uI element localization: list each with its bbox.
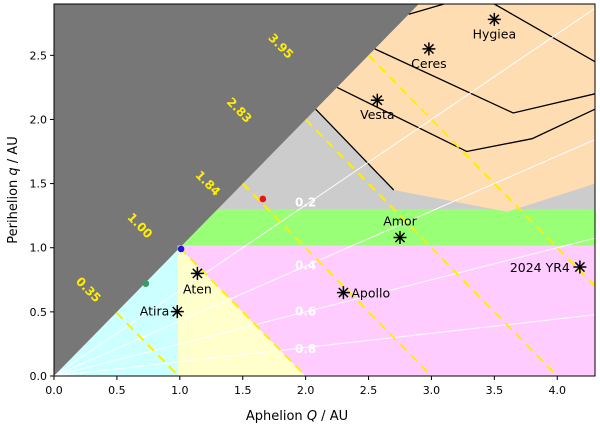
planet-dot-mars xyxy=(259,195,267,203)
belt-inner-boundary xyxy=(315,108,395,191)
eccentricity-label-3: 0.8 xyxy=(295,342,316,356)
eccentricity-label-0: 0.2 xyxy=(295,196,316,210)
y-tick-label-2: 1.0 xyxy=(30,242,48,255)
y-tick-label-0: 0.0 xyxy=(30,370,48,383)
marker-stroke xyxy=(574,261,586,273)
y-tick-label-3: 1.5 xyxy=(30,178,48,191)
marker-2024-yr4 xyxy=(573,260,587,274)
marker-vesta xyxy=(370,93,384,107)
x-tick-label-0: 0.0 xyxy=(45,384,63,397)
x-tick-label-3: 1.5 xyxy=(234,384,252,397)
apollo-region xyxy=(177,245,595,376)
y-tick-label-1: 0.5 xyxy=(30,306,48,319)
planet-dot-mercury xyxy=(142,280,150,287)
marker-hygiea xyxy=(487,12,501,26)
eccentricity-label-2: 0.6 xyxy=(295,305,316,319)
label-apollo: Apollo xyxy=(351,286,390,301)
plot-area xyxy=(54,4,595,376)
eccentricity-label-1: 0.4 xyxy=(295,259,316,273)
x-tick-label-6: 3.0 xyxy=(423,384,441,397)
marker-stroke xyxy=(489,14,500,25)
x-tick-label-5: 2.5 xyxy=(360,384,378,397)
belt-gap-upper-b xyxy=(493,4,595,63)
axes: 0.0 0.5 1.0 1.5 2.0 2.5 3.0 3.5 4.0 0.0 0.5 1.0 1.5 2… xyxy=(30,49,567,397)
label-hygiea: Hygiea xyxy=(473,26,517,41)
label-aten: Aten xyxy=(183,281,212,296)
x-tick-label-8: 4.0 xyxy=(549,384,567,397)
label-amor: Amor xyxy=(383,213,417,228)
x-tick-label-2: 1.0 xyxy=(171,384,189,397)
marker-atira xyxy=(170,305,184,319)
marker-stroke xyxy=(172,306,183,317)
eccentricity-line-0 xyxy=(54,7,595,376)
label-ceres: Ceres xyxy=(411,56,447,71)
eccentricity-line-3 xyxy=(54,314,595,376)
planet-dot-earth xyxy=(177,245,185,253)
chart-overlay: 0.351.001.842.833.950.20.40.60.8AtiraAte… xyxy=(73,12,587,356)
x-tick-label-4: 2.0 xyxy=(297,384,315,397)
eccentricity-line-2 xyxy=(54,237,595,376)
y-axis-label: Perihelion q / AU xyxy=(6,136,21,243)
marker-stroke xyxy=(423,43,435,55)
marker-apollo xyxy=(336,286,350,300)
marker-stroke xyxy=(394,232,406,243)
belt-gap-upper-a xyxy=(408,4,445,15)
label-vesta: Vesta xyxy=(360,107,394,122)
eccentricity-line-1 xyxy=(54,139,595,376)
marker-stroke xyxy=(192,268,203,279)
y-tick-label-4: 2.0 xyxy=(30,113,48,126)
plot-frame xyxy=(53,3,596,377)
belt-gap-2-5 xyxy=(336,86,595,153)
marker-stroke xyxy=(372,95,383,106)
marker-aten xyxy=(190,266,204,280)
x-axis-label: Aphelion Q / AU xyxy=(246,409,348,424)
aten-region xyxy=(177,245,306,376)
y-tick-label-5: 2.5 xyxy=(30,49,48,62)
x-tick-label-1: 0.5 xyxy=(108,384,126,397)
x-tick-label-7: 3.5 xyxy=(486,384,504,397)
label-2024-yr4: 2024 YR4 xyxy=(510,260,570,275)
period-line-4 xyxy=(367,54,595,287)
marker-ceres xyxy=(422,42,436,56)
marker-stroke xyxy=(338,287,349,298)
belt-gap-2-82 xyxy=(374,48,595,114)
marker-amor xyxy=(393,231,407,244)
label-atira: Atira xyxy=(140,304,170,319)
